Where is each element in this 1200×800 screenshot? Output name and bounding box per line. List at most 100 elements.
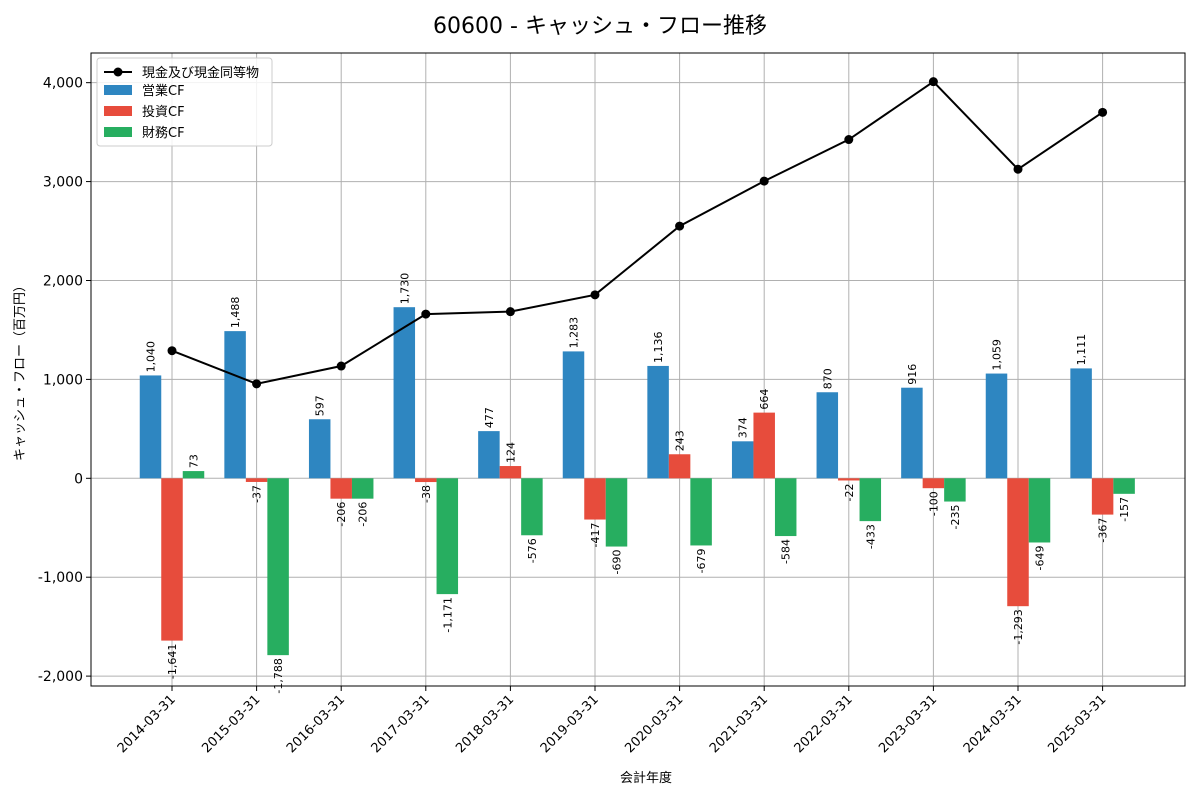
bar-label-financing: -576 bbox=[526, 538, 539, 563]
bar-label-operating: 597 bbox=[314, 395, 327, 416]
cash-point bbox=[1098, 107, 1108, 117]
bar-financing bbox=[1028, 478, 1051, 543]
y-tick-label: 4,000 bbox=[43, 76, 83, 92]
bar-label-investing: -1,293 bbox=[1012, 609, 1025, 644]
bar-label-investing: -22 bbox=[843, 483, 856, 501]
bar-investing bbox=[1091, 478, 1114, 515]
bar-label-financing: -235 bbox=[949, 505, 962, 530]
bar-label-investing: -417 bbox=[589, 523, 602, 548]
bar-label-operating: 1,059 bbox=[991, 339, 1004, 371]
bar-investing bbox=[922, 478, 945, 489]
legend-marker bbox=[113, 67, 123, 77]
cash-point bbox=[167, 346, 177, 356]
bar-label-financing: -433 bbox=[864, 524, 877, 549]
x-tick-label: 2025-03-31 bbox=[1045, 692, 1109, 756]
x-axis-label: 会計年度 bbox=[620, 770, 672, 786]
x-tick-label: 2019-03-31 bbox=[538, 692, 602, 756]
bar-label-investing: -206 bbox=[335, 502, 348, 527]
bar-financing bbox=[859, 478, 882, 522]
bar-label-operating: 374 bbox=[737, 417, 750, 438]
cash-point bbox=[421, 309, 431, 319]
bar-investing bbox=[161, 478, 183, 641]
cash-line-path bbox=[171, 80, 1104, 385]
x-tick-label: 2020-03-31 bbox=[622, 692, 686, 756]
y-axis: -2,000 -1,000 0 1,000 2,000 3,000 4,000 bbox=[38, 76, 91, 685]
bar-label-investing: 124 bbox=[504, 442, 517, 463]
cash-point bbox=[336, 361, 346, 371]
bar-investing bbox=[838, 478, 860, 481]
bar-financing bbox=[605, 478, 628, 547]
bar-label-investing: -1,641 bbox=[166, 644, 179, 679]
bar-operating bbox=[647, 365, 669, 479]
bar-label-financing: -690 bbox=[611, 550, 624, 575]
bar-label-financing: -1,171 bbox=[441, 597, 454, 632]
bar-investing bbox=[415, 478, 437, 483]
bar-label-investing: -100 bbox=[927, 491, 940, 516]
bar-investing bbox=[584, 478, 606, 520]
bar-financing bbox=[182, 471, 205, 479]
bar-label-operating: 870 bbox=[821, 368, 834, 389]
bar-financing bbox=[774, 478, 797, 537]
cash-point bbox=[928, 77, 938, 87]
x-tick-label: 2024-03-31 bbox=[961, 692, 1025, 756]
legend-line-label: 現金及び現金同等物 bbox=[142, 65, 259, 81]
legend-investing-label: 投資CF bbox=[142, 104, 185, 120]
x-tick-label: 2017-03-31 bbox=[369, 692, 433, 756]
bar-label-financing: -649 bbox=[1034, 545, 1047, 570]
x-tick-label: 2021-03-31 bbox=[707, 692, 771, 756]
bar-operating bbox=[478, 431, 500, 479]
y-tick-label: -1,000 bbox=[38, 570, 83, 586]
legend-swatch-operating bbox=[104, 85, 132, 95]
cash-point bbox=[505, 307, 515, 317]
chart-title: 60600 - キャッシュ・フロー推移 bbox=[433, 14, 767, 39]
bar-label-financing: -157 bbox=[1118, 497, 1131, 522]
y-axis-label: キャッシュ・フロー（百万円） bbox=[13, 279, 28, 461]
bar-label-investing: -367 bbox=[1097, 518, 1110, 543]
cash-point bbox=[675, 221, 685, 231]
legend-financing-label: 財務CF bbox=[142, 126, 185, 141]
x-tick-label: 2018-03-31 bbox=[453, 692, 517, 756]
bar-label-financing: -206 bbox=[357, 502, 370, 527]
y-tick-label: -2,000 bbox=[38, 669, 83, 685]
legend-swatch-financing bbox=[104, 127, 132, 137]
bar-financing bbox=[351, 478, 374, 499]
cash-point bbox=[252, 379, 262, 389]
legend-operating-label: 営業CF bbox=[142, 83, 185, 99]
x-tick-label: 2022-03-31 bbox=[792, 692, 856, 756]
x-tick-label: 2015-03-31 bbox=[199, 692, 263, 756]
bar-label-operating: 1,283 bbox=[568, 317, 581, 349]
bar-label-operating: 1,730 bbox=[398, 273, 411, 305]
cash-point bbox=[844, 135, 854, 145]
bar-investing bbox=[245, 478, 268, 482]
bar-label-investing: -38 bbox=[420, 485, 433, 503]
bar-investing bbox=[1007, 478, 1029, 607]
bar-label-financing: -1,788 bbox=[272, 658, 285, 693]
bar-operating bbox=[731, 441, 754, 479]
legend: 現金及び現金同等物 営業CF 投資CF 財務CF bbox=[96, 57, 273, 147]
bar-operating bbox=[985, 373, 1008, 479]
bar-operating bbox=[393, 307, 416, 479]
bar-investing bbox=[499, 466, 522, 479]
bar-investing bbox=[330, 478, 352, 499]
bar-label-operating: 1,040 bbox=[145, 341, 158, 373]
grid bbox=[91, 53, 1185, 686]
y-tick-label: 3,000 bbox=[43, 175, 83, 191]
bar-label-operating: 1,111 bbox=[1075, 334, 1088, 366]
legend-box bbox=[96, 57, 273, 147]
bar-operating bbox=[139, 375, 162, 479]
x-tick-label: 2014-03-31 bbox=[115, 692, 179, 756]
cash-line bbox=[167, 77, 1108, 389]
bar-label-financing: -679 bbox=[695, 548, 708, 573]
bar-label-financing: -584 bbox=[780, 539, 793, 564]
bar-operating bbox=[1070, 368, 1092, 479]
bar-label-operating: 916 bbox=[906, 364, 919, 385]
bar-operating bbox=[224, 331, 246, 479]
bar-operating bbox=[816, 392, 839, 479]
bar-label-operating: 1,136 bbox=[652, 331, 665, 363]
bars bbox=[139, 307, 1135, 656]
bar-label-operating: 477 bbox=[483, 407, 496, 428]
cash-point bbox=[590, 290, 600, 300]
bar-financing bbox=[267, 478, 289, 656]
x-tick-label: 2016-03-31 bbox=[284, 692, 348, 756]
